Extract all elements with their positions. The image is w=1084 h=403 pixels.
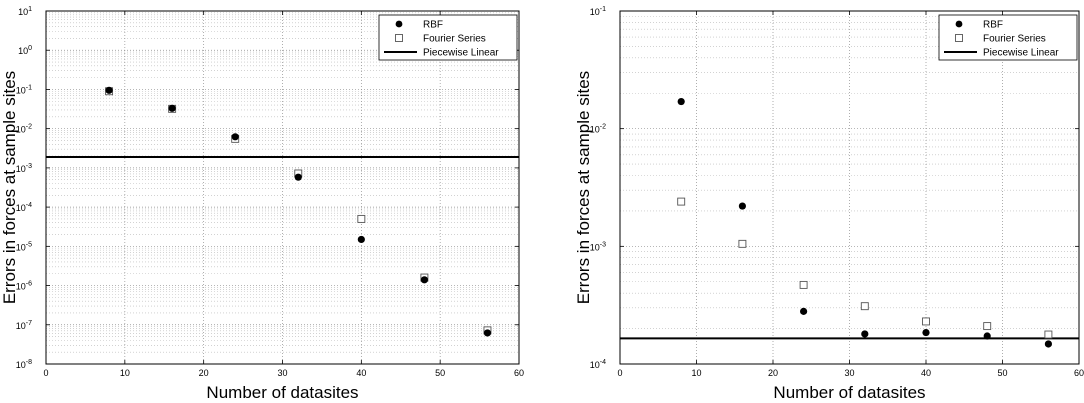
grid: [619, 10, 1080, 365]
x-tick-label: 50: [997, 368, 1007, 378]
y-tick-label: 10-6: [16, 281, 32, 292]
fourier-series-point: [677, 197, 686, 206]
y-tick-label: 10-3: [590, 241, 606, 252]
y-tick-label: 10-8: [16, 359, 32, 370]
y-tick-label: 10-5: [16, 241, 32, 252]
grid: [45, 10, 520, 365]
y-tick-label: 10-3: [16, 163, 32, 174]
rbf-point: [983, 332, 991, 340]
y-tick-label: 10-1: [16, 84, 32, 95]
legend-rbf-marker: [955, 20, 963, 28]
y-tick-label: 10-4: [16, 202, 32, 213]
x-tick-label: 30: [277, 368, 287, 378]
y-tick-label: 10-4: [590, 359, 606, 370]
x-tick-label: 60: [1074, 368, 1084, 378]
rbf-point: [861, 330, 869, 338]
chart-panel-2: 0 10 20 30 40 50 60 10-4 10-3 10-2 10-1 Number of d…: [574, 6, 1084, 402]
fourier-series-point: [357, 214, 366, 223]
legend-fourier-marker: [955, 34, 963, 42]
x-tick-label: 0: [43, 368, 48, 378]
legend-label: RBF: [983, 20, 1003, 31]
rbf-point: [294, 173, 302, 181]
rbf-point: [677, 97, 685, 106]
fourier-series-point: [738, 239, 747, 248]
legend-fourier-marker: [395, 34, 403, 42]
y-tick-label: 10-7: [16, 320, 32, 331]
legend-label: Piecewise Linear: [983, 48, 1059, 59]
y-tick-label: 100: [18, 45, 32, 56]
legend-rbf-marker: [395, 20, 403, 28]
x-tick-label: 30: [844, 368, 854, 378]
x-tick-label: 50: [435, 368, 445, 378]
rbf-point: [168, 104, 176, 112]
fourier-series-point: [799, 280, 808, 289]
legend: RBF Fourier Series Piecewise Linear: [378, 14, 518, 61]
x-tick-label: 20: [199, 368, 209, 378]
fourier-series-point: [922, 317, 930, 326]
legend: RBF Fourier Series Piecewise Linear: [938, 14, 1078, 61]
rbf-point: [483, 329, 492, 337]
x-tick-label: 0: [617, 368, 622, 378]
y-tick-label: 10-1: [590, 6, 606, 17]
rbf-point: [105, 86, 113, 94]
x-axis-label: Number of datasites: [206, 383, 358, 402]
y-tick-label: 10-2: [16, 124, 32, 135]
y-axis-label: Errors in forces at sample sites: [0, 71, 19, 304]
x-axis-label: Number of datasites: [773, 383, 925, 402]
rbf-point: [1044, 340, 1052, 348]
x-tick-label: 10: [691, 368, 701, 378]
rbf-point: [738, 202, 747, 210]
legend-label: Fourier Series: [423, 34, 486, 45]
x-tick-label: 20: [768, 368, 778, 378]
x-tick-label: 60: [514, 368, 524, 378]
legend-label: Piecewise Linear: [423, 48, 499, 59]
fourier-series-point: [983, 322, 992, 331]
y-tick-label: 101: [18, 6, 32, 17]
fourier-series-point: [1044, 330, 1053, 339]
rbf-point: [800, 307, 808, 315]
legend-label: RBF: [423, 20, 443, 31]
rbf-point: [922, 328, 930, 337]
rbf-point: [231, 133, 239, 141]
x-tick-label: 40: [921, 368, 931, 378]
y-axis-label: Errors in forces at sample sites: [574, 71, 593, 304]
chart-panel-1: 0 10 20 30 40 50 60 10-8 10-7 10-6 10-5 10-4 10-3 10-…: [0, 6, 524, 402]
legend-label: Fourier Series: [983, 34, 1046, 45]
x-tick-label: 10: [120, 368, 130, 378]
rbf-point: [420, 276, 428, 284]
x-tick-label: 40: [356, 368, 366, 378]
y-tick-label: 10-2: [590, 124, 606, 135]
fourier-series-point: [860, 302, 869, 311]
rbf-point: [357, 235, 365, 244]
